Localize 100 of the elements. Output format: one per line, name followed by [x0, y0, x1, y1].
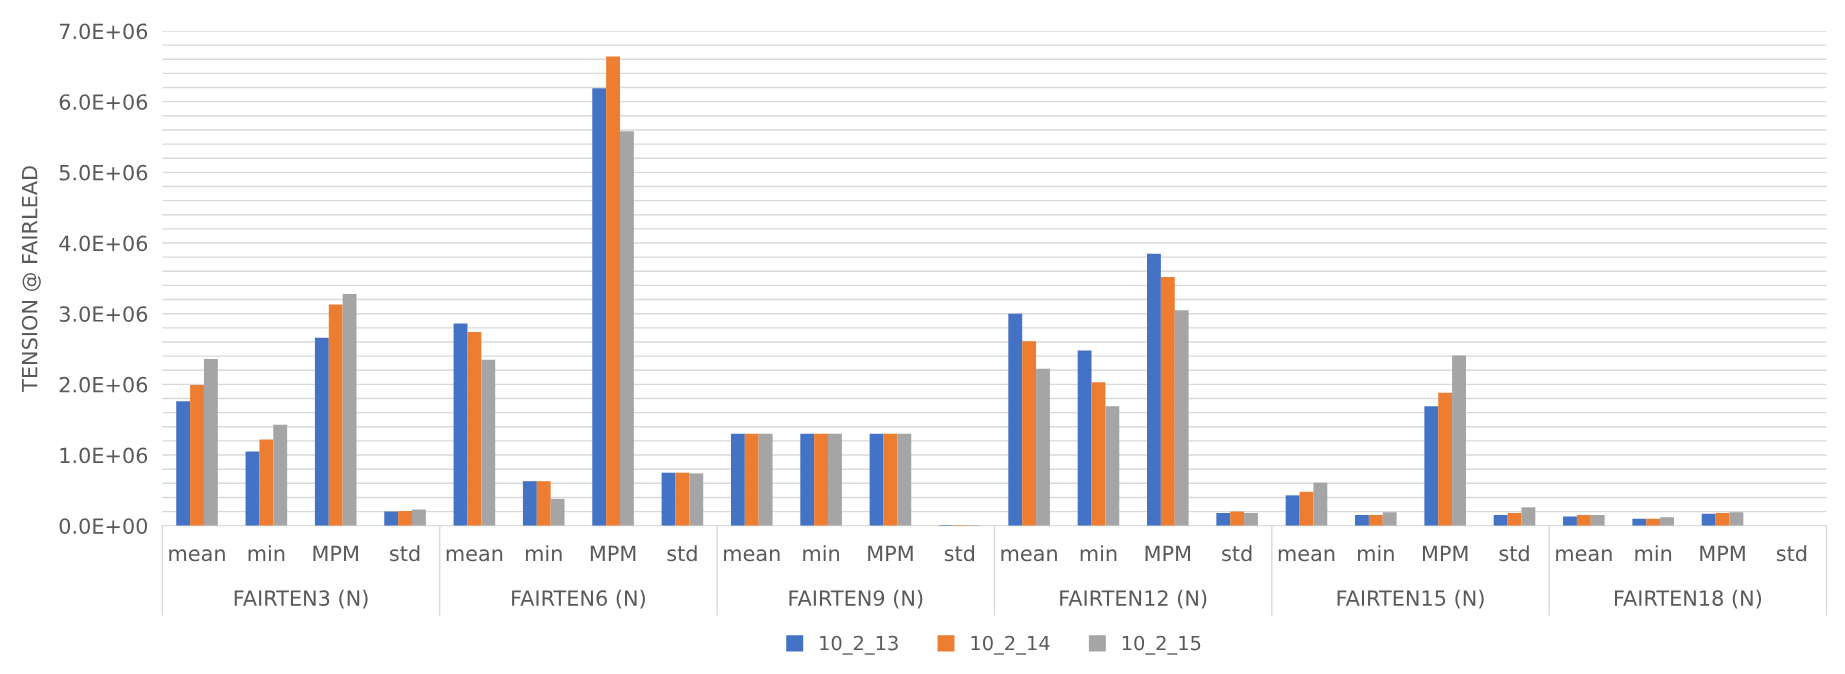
- bar: [675, 472, 690, 526]
- bar: [689, 473, 704, 526]
- legend-label: 10_2_14: [971, 635, 1050, 655]
- y-tick-label: 5.0E+06: [59, 164, 148, 181]
- bar: [259, 439, 274, 526]
- bar: [1022, 341, 1037, 526]
- x-tick-label: mean: [446, 549, 503, 562]
- x-tick-label: MPM: [590, 545, 636, 561]
- x-tick-label: MPM: [1700, 545, 1745, 561]
- bar: [730, 433, 745, 526]
- bar: [1299, 491, 1314, 526]
- y-tick-label: 0.0E+00: [59, 518, 148, 534]
- x-tick-label: std: [944, 545, 975, 562]
- bar: [606, 56, 621, 526]
- bar: [273, 424, 288, 526]
- bar: [744, 433, 759, 526]
- bar: [661, 472, 676, 526]
- bar: [828, 433, 842, 526]
- bar: [342, 293, 357, 526]
- bar: [869, 433, 884, 526]
- bar: [1008, 313, 1023, 526]
- x-tick-label: mean: [1556, 549, 1612, 562]
- bar: [245, 451, 260, 526]
- bar: [398, 510, 412, 526]
- x-tick-label: std: [1499, 545, 1529, 562]
- bar: [176, 401, 191, 526]
- x-tick-label: std: [667, 545, 697, 562]
- bar: [411, 509, 426, 526]
- x-tick-label: min: [803, 545, 839, 561]
- bar: [1729, 512, 1744, 526]
- bar: [1285, 495, 1300, 526]
- bar: [883, 433, 898, 526]
- bar: [1147, 253, 1161, 526]
- legend-label: 10_2_13: [820, 635, 898, 655]
- bar: [1382, 512, 1397, 526]
- bar: [203, 358, 218, 526]
- y-tick-label: 7.0E+06: [59, 23, 148, 40]
- bar: [1105, 406, 1120, 526]
- x-tick-label: min: [248, 545, 285, 561]
- y-tick-label: 4.0E+06: [59, 235, 148, 252]
- y-axis-title: TENSION @ FAIRLEAD: [21, 166, 41, 392]
- bar: [328, 304, 343, 526]
- x-tick-label: mean: [724, 549, 780, 562]
- bar: [1701, 513, 1716, 526]
- text: FAIRTEN18 (N): [1614, 589, 1762, 609]
- bar: [1313, 482, 1328, 526]
- bar: [1438, 392, 1453, 526]
- bar: [1230, 511, 1245, 526]
- bar: [897, 433, 912, 526]
- bar: [481, 359, 496, 526]
- y-tick-label: 6.0E+06: [59, 94, 148, 110]
- x-tick-label: min: [1635, 545, 1672, 561]
- x-tick-label: MPM: [313, 545, 358, 561]
- bar: [1216, 513, 1231, 526]
- bar: [550, 498, 565, 526]
- bar: [522, 481, 537, 526]
- bar: [1660, 517, 1674, 526]
- x-tick-label: MPM: [1145, 545, 1191, 561]
- text: FAIRTEN9 (N): [789, 589, 923, 609]
- x-tick-label: std: [1776, 545, 1807, 562]
- bar: [814, 433, 829, 526]
- bar: [384, 511, 399, 526]
- bar: [1576, 515, 1591, 526]
- bar: [1355, 515, 1369, 526]
- x-tick-label: mean: [1001, 549, 1057, 562]
- bar: [1452, 355, 1466, 526]
- x-tick-label: std: [1222, 545, 1252, 562]
- bar: [620, 131, 634, 526]
- x-tick-label: mean: [169, 549, 225, 562]
- x-tick-label: MPM: [1422, 545, 1468, 561]
- bar: [1160, 276, 1175, 526]
- bar: [1493, 515, 1508, 526]
- x-tick-label: mean: [1278, 549, 1335, 562]
- bar: [467, 332, 482, 526]
- text: FAIRTEN12 (N): [1060, 589, 1207, 609]
- bar: [1077, 350, 1092, 526]
- text: FAIRTEN3 (N): [234, 589, 368, 609]
- y-tick-label: 3.0E+06: [59, 306, 148, 322]
- bar: [536, 481, 551, 526]
- bar: [1521, 507, 1536, 526]
- y-tick-label: 1.0E+06: [60, 447, 148, 464]
- bar: [314, 337, 329, 526]
- bar: [1036, 368, 1050, 526]
- bar: [453, 323, 468, 526]
- text: FAIRTEN15 (N): [1337, 589, 1484, 609]
- bar: [1424, 406, 1439, 526]
- bar: [1590, 515, 1605, 526]
- x-tick-label: min: [1080, 545, 1117, 561]
- bar: [800, 433, 815, 526]
- bar: [592, 88, 607, 526]
- bar: [1091, 382, 1106, 526]
- y-tick-label: 2.0E+06: [59, 376, 148, 393]
- legend-label: 10_2_15: [1122, 635, 1201, 655]
- x-tick-label: min: [1358, 545, 1394, 561]
- bar: [1368, 515, 1383, 526]
- bar: [190, 385, 204, 526]
- bar: [1174, 310, 1189, 526]
- x-tick-label: MPM: [868, 545, 913, 561]
- bar: [1244, 513, 1258, 526]
- x-tick-label: std: [390, 545, 420, 562]
